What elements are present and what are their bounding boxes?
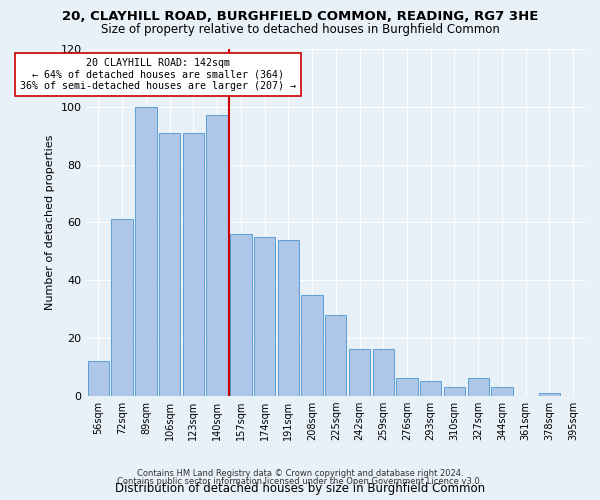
Bar	[88, 361, 109, 396]
Bar	[491, 387, 512, 396]
Text: Contains HM Land Registry data © Crown copyright and database right 2024.: Contains HM Land Registry data © Crown c…	[137, 468, 463, 477]
Bar	[278, 240, 299, 396]
Bar	[230, 234, 251, 396]
Bar	[254, 237, 275, 396]
Bar	[135, 107, 157, 396]
Text: Contains public sector information licensed under the Open Government Licence v3: Contains public sector information licen…	[118, 477, 482, 486]
Bar	[325, 315, 346, 396]
Bar	[397, 378, 418, 396]
Bar	[467, 378, 489, 396]
Bar	[206, 116, 228, 396]
Bar	[112, 220, 133, 396]
Text: Distribution of detached houses by size in Burghfield Common: Distribution of detached houses by size …	[115, 482, 485, 495]
Text: 20, CLAYHILL ROAD, BURGHFIELD COMMON, READING, RG7 3HE: 20, CLAYHILL ROAD, BURGHFIELD COMMON, RE…	[62, 10, 538, 23]
Y-axis label: Number of detached properties: Number of detached properties	[45, 134, 55, 310]
Text: 20 CLAYHILL ROAD: 142sqm
← 64% of detached houses are smaller (364)
36% of semi-: 20 CLAYHILL ROAD: 142sqm ← 64% of detach…	[20, 58, 296, 91]
Text: Size of property relative to detached houses in Burghfield Common: Size of property relative to detached ho…	[101, 22, 499, 36]
Bar	[159, 133, 181, 396]
Bar	[182, 133, 204, 396]
Bar	[444, 387, 465, 396]
Bar	[420, 381, 442, 396]
Bar	[349, 350, 370, 396]
Bar	[373, 350, 394, 396]
Bar	[539, 393, 560, 396]
Bar	[301, 294, 323, 396]
